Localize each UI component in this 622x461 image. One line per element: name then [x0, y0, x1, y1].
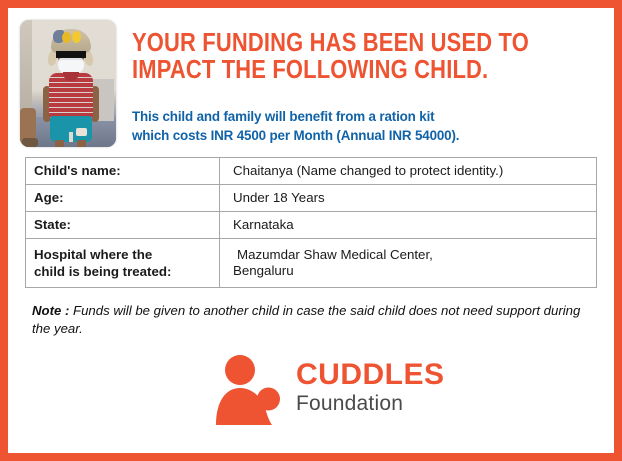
row-value-hospital: Mazumdar Shaw Medical Center, Bengaluru [219, 238, 597, 288]
cuddles-foundation-logo: CUDDLES Foundation [214, 353, 444, 425]
photo-leg-right [77, 140, 86, 147]
page-title-line-1: YOUR FUNDING HAS BEEN USED TO [132, 29, 529, 57]
photo-bystander-foot [22, 138, 38, 147]
disclaimer-note-text: Funds will be given to another child in … [32, 303, 581, 336]
photo-hat-eye-left [62, 32, 71, 43]
table-row: State: Karnataka [25, 211, 597, 239]
page-title-line-2: IMPACT THE FOLLOWING CHILD. [132, 56, 489, 84]
cuddles-logo-mark-icon [216, 355, 280, 425]
row-label-child-name: Child's name: [25, 157, 220, 185]
child-photo-image [20, 20, 116, 147]
row-value-state: Karnataka [219, 211, 597, 239]
header-section: YOUR FUNDING HAS BEEN USED TO IMPACT THE… [8, 8, 614, 147]
page-subtitle-line-2: which costs INR 4500 per Month (Annual I… [132, 127, 460, 143]
photo-shorts-logo [76, 128, 87, 136]
child-details-table: Child's name: Chaitanya (Name changed to… [25, 157, 597, 288]
row-label-state: State: [25, 211, 220, 239]
row-value-hospital-line-1: Mazumdar Shaw Medical Center, [237, 247, 433, 262]
photo-arm-left [43, 86, 51, 122]
page-subtitle: This child and family will benefit from … [132, 108, 602, 145]
disclaimer-note: Note : Funds will be given to another ch… [32, 302, 592, 338]
page-subtitle-line-1: This child and family will benefit from … [132, 109, 435, 124]
privacy-eye-bar [56, 51, 86, 58]
table-row: Hospital where the child is being treate… [25, 238, 597, 288]
table-row: Child's name: Chaitanya (Name changed to… [25, 157, 597, 185]
row-label-hospital: Hospital where the child is being treate… [25, 238, 220, 288]
row-value-age: Under 18 Years [219, 184, 597, 212]
logo-title: CUDDLES [296, 358, 445, 391]
page-title: YOUR FUNDING HAS BEEN USED TO IMPACT THE… [132, 30, 536, 84]
row-label-hospital-line-2: child is being treated: [34, 264, 172, 279]
logo-wordmark: CUDDLES Foundation [296, 359, 445, 416]
logo-subtitle: Foundation [296, 392, 404, 415]
photo-hat-patch [53, 30, 64, 43]
face-mask-icon [58, 58, 84, 74]
disclaimer-note-prefix: Note : [32, 303, 70, 318]
photo-shorts-gap [69, 132, 73, 142]
row-value-hospital-line-2: Bengaluru [233, 263, 294, 278]
table-row: Age: Under 18 Years [25, 184, 597, 212]
photo-leg-left [55, 140, 64, 147]
row-label-age: Age: [25, 184, 220, 212]
row-value-child-name: Chaitanya (Name changed to protect ident… [219, 157, 597, 185]
photo-arm-right [91, 86, 99, 122]
photo-collar [63, 72, 79, 81]
child-photo [20, 20, 116, 147]
photo-bystander [20, 108, 36, 147]
photo-hat-eye-right [72, 31, 81, 43]
row-label-hospital-line-1: Hospital where the [34, 247, 153, 262]
